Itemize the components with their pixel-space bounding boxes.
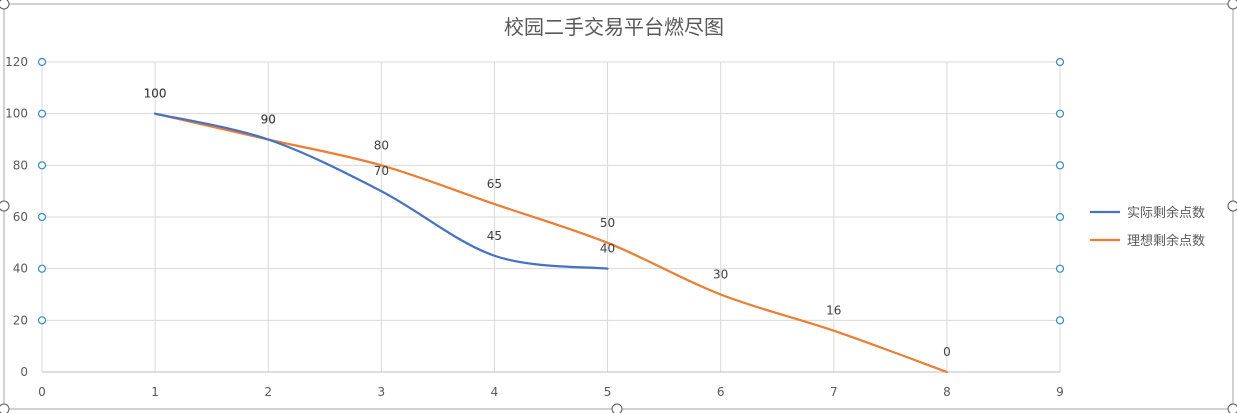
y-tick-label: 0 xyxy=(20,365,28,379)
plot-handle-right[interactable] xyxy=(1055,264,1065,273)
y-tick-label: 60 xyxy=(13,210,28,224)
resize-handle-top-left[interactable] xyxy=(0,0,10,10)
plot-handle-left[interactable] xyxy=(37,57,47,67)
y-tick-label: 120 xyxy=(5,55,28,69)
data-label: 40 xyxy=(600,242,615,256)
gridlines xyxy=(41,61,1061,373)
series-line-1 xyxy=(154,112,948,374)
plot-handle-left[interactable] xyxy=(37,264,47,273)
data-label: 0 xyxy=(943,345,951,359)
y-tick-label: 20 xyxy=(13,313,28,327)
data-label: 45 xyxy=(487,229,502,243)
data-label: 100 xyxy=(144,87,167,101)
x-tick-label: 0 xyxy=(38,385,46,399)
x-tick-label: 2 xyxy=(264,385,272,399)
x-tick-label: 6 xyxy=(717,385,725,399)
plot-handle-right[interactable] xyxy=(1055,212,1065,222)
legend-entry-label: 实际剩余点数 xyxy=(1127,205,1205,221)
legend-entry-label: 理想剩余点数 xyxy=(1127,233,1205,249)
plot-handle-left[interactable] xyxy=(37,316,47,325)
chart-title: 校园二手交易平台燃尽图 xyxy=(504,15,724,39)
y-tick-label: 100 xyxy=(5,107,28,121)
data-label: 16 xyxy=(826,304,841,318)
resize-handle-top-right[interactable] xyxy=(1227,0,1237,10)
plot-handle-left[interactable] xyxy=(37,212,47,222)
data-label: 65 xyxy=(487,177,502,191)
plot-handle-left[interactable] xyxy=(37,109,47,118)
data-label: 90 xyxy=(261,113,276,127)
resize-handle-bottom-middle[interactable] xyxy=(611,403,623,413)
x-tick-label: 7 xyxy=(830,385,838,399)
resize-handle-bottom-right[interactable] xyxy=(1227,403,1237,413)
x-tick-label: 3 xyxy=(378,385,386,399)
data-label: 70 xyxy=(374,164,389,178)
x-tick-label: 4 xyxy=(491,385,499,399)
plot-handle-right[interactable] xyxy=(1055,57,1065,67)
plot-handle-right[interactable] xyxy=(1055,109,1065,118)
plot-handle-left[interactable] xyxy=(37,161,47,170)
resize-handle-left-middle[interactable] xyxy=(0,200,10,212)
data-label: 100 xyxy=(144,87,167,101)
chart-area-border xyxy=(3,3,1234,410)
x-tick-label: 1 xyxy=(151,385,159,399)
data-label: 90 xyxy=(261,113,276,127)
series-lines xyxy=(154,112,948,374)
series-line-0 xyxy=(154,112,609,270)
data-label: 30 xyxy=(713,268,728,282)
data-label: 80 xyxy=(374,138,389,152)
plot-handle-right[interactable] xyxy=(1055,316,1065,325)
y-tick-label: 40 xyxy=(13,262,28,276)
plot-handle-right[interactable] xyxy=(1055,161,1065,170)
y-tick-label: 80 xyxy=(13,158,28,172)
x-tick-label: 5 xyxy=(604,385,612,399)
x-tick-label: 8 xyxy=(943,385,951,399)
resize-handle-bottom-left[interactable] xyxy=(0,403,10,413)
plot-area-handles[interactable] xyxy=(37,57,1065,325)
data-label: 50 xyxy=(600,216,615,230)
x-tick-label: 9 xyxy=(1056,385,1064,399)
resize-handle-right-middle[interactable] xyxy=(1227,200,1237,212)
